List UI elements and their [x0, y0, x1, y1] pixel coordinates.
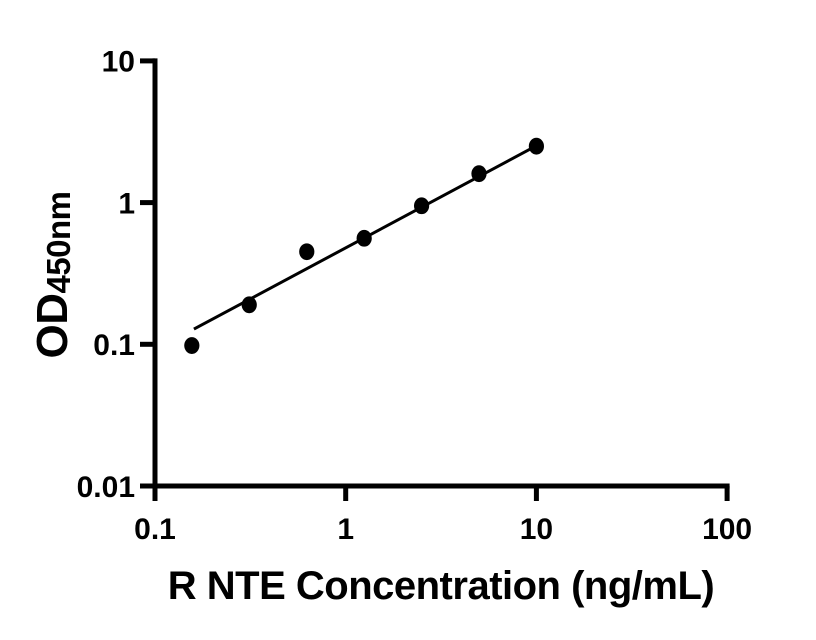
y-tick-label-3: 0.01 [77, 471, 135, 504]
x-tick-label-3: 100 [702, 513, 752, 546]
data-point-2 [299, 243, 315, 261]
y-tick-label-2: 0.1 [93, 329, 135, 362]
y-axis-title: OD450nm [28, 191, 77, 358]
y-axis-title-main: OD [28, 294, 77, 359]
data-point-0 [184, 337, 200, 354]
y-tick-label-1: 1 [118, 187, 135, 220]
trend-line [193, 144, 537, 331]
x-tick-label-0: 0.1 [134, 513, 176, 546]
x-tick-label-2: 10 [520, 513, 553, 546]
y-tick-label-0: 10 [102, 46, 135, 79]
x-tick-label-1: 1 [337, 513, 354, 546]
y-axis-title-subscript: 450nm [40, 191, 77, 293]
x-axis-title: R NTE Concentration (ng/mL) [168, 564, 714, 608]
data-point-6 [528, 137, 545, 155]
